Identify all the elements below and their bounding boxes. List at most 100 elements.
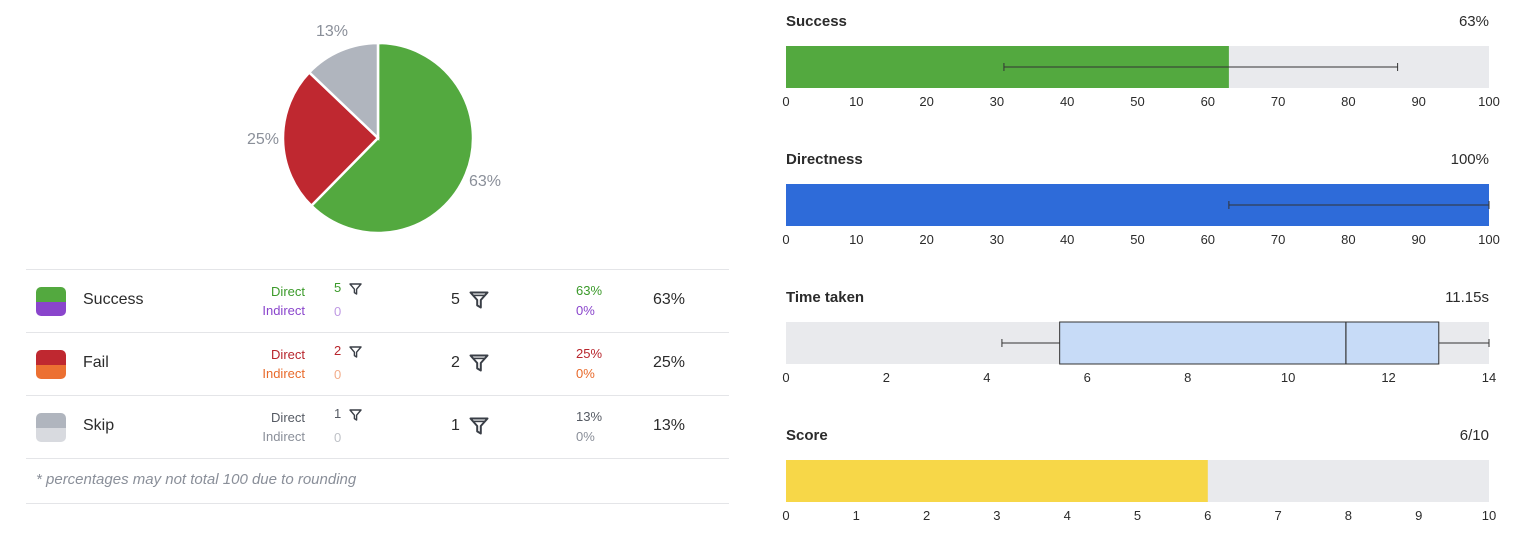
tick-label: 10 [849,232,863,247]
tick-label: 8 [1345,508,1352,523]
result-name: Fail [83,354,109,371]
result-swatch [36,413,66,442]
filter-icon[interactable] [349,408,362,426]
metric-bar [786,460,1208,502]
tick-label: 70 [1271,232,1285,247]
filter-icon[interactable] [349,345,362,363]
total-percent: 13% [653,417,686,434]
indirect-label: Indirect [262,429,305,444]
pie-slice-2 [307,41,380,141]
tick-label: 3 [993,508,1000,523]
box [1059,321,1440,365]
tick-label: 6 [1204,508,1211,523]
filter-icon[interactable] [349,282,362,300]
filter-icon[interactable] [469,417,489,440]
metric-title: Success [786,13,847,30]
result-row-skip: Skip Direct Indirect 1 0 1 13% 0% 13% [26,395,729,458]
total-percent: 25% [653,354,686,371]
tick-label: 100 [1478,94,1500,109]
tick-label: 12 [1381,370,1395,385]
direct-label: Direct [271,410,305,425]
total-count: 2 [451,354,460,371]
tick-label: 30 [990,232,1004,247]
direct-percent: 63% [576,283,603,298]
metric-title: Score [786,427,828,444]
indirect-percent: 0% [576,303,595,318]
direct-label: Direct [271,284,305,299]
metric-success: Success 63% 0 10 20 30 40 50 60 70 80 90 100 [782,13,1499,109]
metric-value: 100% [1451,151,1489,168]
metric-value: 63% [1459,13,1489,30]
footnote-row: * percentages may not total 100 due to r… [26,458,729,504]
tick-label: 20 [919,94,933,109]
result-name: Success [83,291,144,308]
tick-label: 0 [782,370,789,385]
metric-title: Directness [786,151,863,168]
tick-label: 1 [853,508,860,523]
result-row-fail: Fail Direct Indirect 2 0 2 25% 0% 25% [26,332,729,395]
tick-label: 2 [883,370,890,385]
tick-label: 4 [983,370,990,385]
results-pie-chart: 63% 25% 13% [247,23,501,235]
pie-slice-0 [309,41,475,235]
metrics-panel: Success 63%0 10 20 30 40 50 60 70 80 90 100Directne… [782,13,1499,523]
tick-label: 20 [919,232,933,247]
tick-label: 6 [1084,370,1091,385]
tick-label: 2 [923,508,930,523]
pie-slice-1 [281,70,380,208]
metric-time-taken: Time taken 11.15s 0 2 4 6 8 10 12 14 [782,289,1496,385]
metric-value: 6/10 [1460,427,1489,444]
indirect-label: Indirect [262,303,305,318]
tick-label: 10 [1482,508,1496,523]
pie-slice-label-1: 25% [247,131,279,148]
tick-label: 40 [1060,94,1074,109]
direct-count: 5 [334,280,342,295]
tick-label: 50 [1130,94,1144,109]
indirect-count: 0 [334,304,342,319]
metric-score: Score 6/10 0 1 2 3 4 5 6 7 8 9 10 [782,427,1496,523]
tick-label: 5 [1134,508,1141,523]
total-count: 1 [451,417,460,434]
metric-title: Time taken [786,289,864,306]
tick-label: 50 [1130,232,1144,247]
indirect-count: 0 [334,430,342,445]
tick-label: 30 [990,94,1004,109]
tick-label: 0 [782,232,789,247]
result-row-success: Success Direct Indirect 5 0 5 63% 0% 63% [26,269,729,332]
direct-count: 1 [334,406,342,421]
filter-icon[interactable] [469,291,489,314]
metric-directness: Directness 100% 0 10 20 30 40 50 60 70 80 90 100 [782,151,1499,247]
tick-label: 9 [1415,508,1422,523]
filter-icon[interactable] [469,354,489,377]
tick-label: 90 [1411,94,1425,109]
tick-label: 0 [782,508,789,523]
pie-slice-label-2: 13% [316,23,348,40]
tick-label: 7 [1274,508,1281,523]
tick-label: 10 [1281,370,1295,385]
tick-label: 14 [1482,370,1496,385]
metric-value: 11.15s [1445,289,1489,306]
result-name: Skip [83,417,115,434]
pie-slice-label-0: 63% [469,173,501,190]
direct-count: 2 [334,343,342,358]
total-count: 5 [451,291,460,308]
direct-percent: 25% [576,346,603,361]
direct-percent: 13% [576,409,603,424]
tick-label: 70 [1271,94,1285,109]
footnote: * percentages may not total 100 due to r… [36,471,357,488]
indirect-label: Indirect [262,366,305,381]
indirect-percent: 0% [576,366,595,381]
tick-label: 60 [1201,94,1215,109]
tick-label: 90 [1411,232,1425,247]
results-table: Success Direct Indirect 5 0 5 63% 0% 63%… [26,269,729,504]
indirect-count: 0 [334,367,342,382]
tick-label: 10 [849,94,863,109]
tick-label: 100 [1478,232,1500,247]
direct-label: Direct [271,347,305,362]
indirect-percent: 0% [576,429,595,444]
tick-label: 60 [1201,232,1215,247]
result-swatch [36,350,66,379]
tick-label: 8 [1184,370,1191,385]
tick-label: 4 [1064,508,1071,523]
total-percent: 63% [653,291,686,308]
